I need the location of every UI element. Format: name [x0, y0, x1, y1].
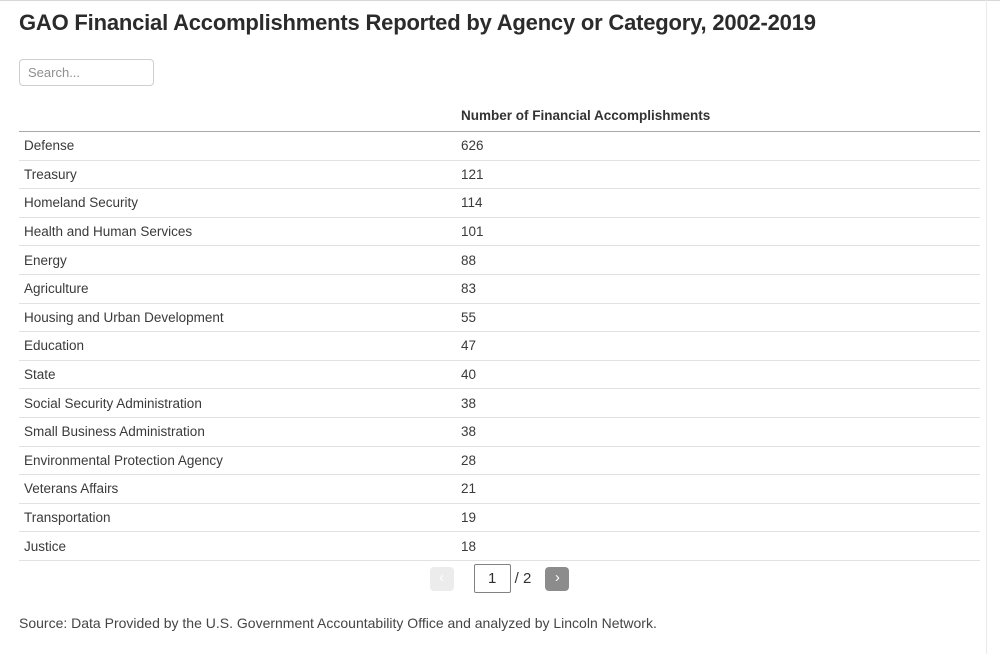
table-row: Environmental Protection Agency 28 [19, 447, 980, 476]
value-cell: 47 [461, 338, 477, 354]
value-cell: 101 [461, 224, 484, 240]
value-cell: 19 [461, 510, 477, 526]
agency-cell: Small Business Administration [24, 424, 205, 440]
next-page-button[interactable]: › [545, 566, 570, 591]
data-table: Number of Financial Accomplishments Defe… [19, 99, 980, 561]
page-title: GAO Financial Accomplishments Reported b… [19, 10, 816, 35]
value-column-header: Number of Financial Accomplishments [461, 107, 711, 123]
value-cell: 55 [461, 309, 477, 325]
right-edge-divider [986, 0, 987, 654]
page-number-input[interactable] [473, 564, 511, 594]
page-total-label: / 2 [514, 570, 532, 588]
table-row: Social Security Administration 38 [19, 389, 980, 418]
agency-cell: Veterans Affairs [24, 481, 119, 497]
value-cell: 28 [461, 452, 477, 468]
agency-cell: Housing and Urban Development [24, 309, 224, 325]
agency-cell: Justice [24, 538, 67, 554]
table-row: Education 47 [19, 332, 980, 361]
agency-cell: Transportation [24, 510, 111, 526]
table-row: Energy 88 [19, 246, 980, 275]
value-cell: 626 [461, 138, 484, 154]
value-cell: 88 [461, 252, 477, 268]
agency-cell: Homeland Security [24, 195, 139, 211]
pagination: ‹ / 2 › [19, 564, 980, 594]
value-cell: 21 [461, 481, 477, 497]
value-cell: 121 [461, 166, 484, 182]
table-row: Homeland Security 114 [19, 189, 980, 218]
value-cell: 18 [461, 538, 477, 554]
agency-cell: Treasury [24, 166, 77, 182]
content-area: GAO Financial Accomplishments Reported b… [19, 0, 980, 631]
table-row: Justice 18 [19, 532, 980, 561]
previous-page-button[interactable]: ‹ [429, 566, 454, 591]
search-input[interactable] [19, 59, 154, 86]
table-row: Housing and Urban Development 55 [19, 304, 980, 333]
table-row: Treasury 121 [19, 161, 980, 190]
agency-cell: Education [24, 338, 85, 354]
agency-cell: State [24, 367, 56, 383]
agency-cell: Energy [24, 252, 67, 268]
table-header-row: Number of Financial Accomplishments [19, 99, 980, 132]
table-row: Agriculture 83 [19, 275, 980, 304]
agency-cell: Defense [24, 138, 75, 154]
agency-cell: Social Security Administration [24, 395, 202, 411]
agency-cell: Agriculture [24, 281, 89, 297]
value-cell: 38 [461, 424, 477, 440]
table-row: Defense 626 [19, 132, 980, 161]
table-row: Health and Human Services 101 [19, 218, 980, 247]
value-cell: 40 [461, 367, 477, 383]
value-cell: 114 [461, 195, 483, 211]
value-cell: 83 [461, 281, 477, 297]
agency-cell: Environmental Protection Agency [24, 452, 223, 468]
source-note: Source: Data Provided by the U.S. Govern… [19, 614, 657, 631]
table-row: Transportation 19 [19, 504, 980, 533]
value-cell: 38 [461, 395, 477, 411]
table-row: Small Business Administration 38 [19, 418, 980, 447]
agency-cell: Health and Human Services [24, 224, 193, 240]
top-border-divider [0, 0, 1000, 1]
table-row: State 40 [19, 361, 980, 390]
table-row: Veterans Affairs 21 [19, 475, 980, 504]
